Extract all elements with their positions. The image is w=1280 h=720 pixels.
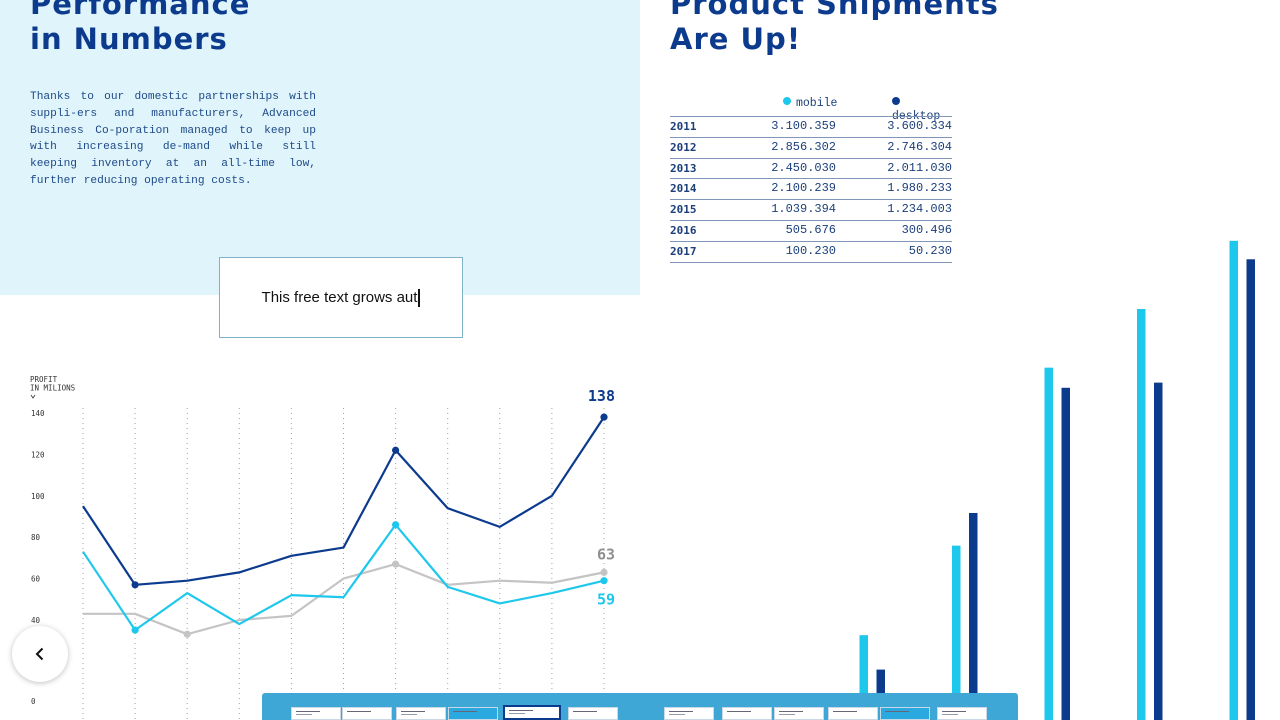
table-mobile-value: 1.039.394 [771,202,836,217]
mobile-dot-icon [783,97,791,105]
y-tick-label: 80 [31,533,41,542]
slide-thumbnail[interactable] [568,707,618,720]
slide-thumbnail[interactable] [880,707,930,720]
slide-thumbnail-strip[interactable] [262,693,1018,720]
slide-thumbnail[interactable] [937,707,987,720]
slide-thumbnail[interactable] [291,707,341,720]
table-mobile-value: 2.450.030 [771,160,836,175]
table-row: 2014 2.100.239 1.980.233 [670,178,952,199]
table-row: 2017 100.230 50.230 [670,240,952,263]
table-mobile-value: 2.856.302 [771,139,836,154]
table-desktop-value: 2.011.030 [887,160,952,175]
data-point [392,521,400,529]
free-text-content[interactable]: This free text grows aut [261,289,418,306]
slide-thumbnail[interactable] [774,707,824,720]
table-body: 2011 3.100.359 3.600.334 2012 2.856.302 … [670,116,952,263]
table-desktop-value: 50.230 [908,243,952,258]
table-year: 2013 [670,161,697,175]
table-year: 2017 [670,244,697,258]
data-point [392,560,400,568]
series-end-label: 59 [597,591,615,609]
bar-mobile [1137,308,1146,720]
table-row: 2012 2.856.302 2.746.304 [670,136,952,158]
left-slide-heading: Performance in Numbers [30,0,251,56]
free-text-box[interactable]: This free text grows aut [219,257,463,338]
y-tick-label: 0 [31,697,36,706]
table-mobile-value: 505.676 [785,222,836,237]
bar-desktop [1061,387,1070,720]
right-slide-heading: Product Shipments Are Up! [670,0,999,56]
text-caret [418,288,421,307]
slide-thumbnail[interactable] [342,707,392,720]
shipments-table: mobile desktop 2011 3.100.359 3.600.334 … [670,97,952,263]
data-point [131,626,139,634]
slide-thumbnail[interactable] [828,707,878,720]
slide-thumbnail[interactable] [664,707,714,720]
table-mobile-value: 100.230 [785,243,836,258]
data-point [600,568,608,576]
data-point [131,581,139,589]
data-point [600,413,608,421]
slide-thumbnail[interactable] [722,707,772,720]
legend-mobile-label: mobile [796,97,838,110]
slide-thumbnail[interactable] [396,707,446,720]
table-year: 2011 [670,120,697,133]
table-year: 2014 [670,182,697,196]
shipments-bar-chart [767,240,1255,720]
bar-desktop [969,512,978,720]
series-end-label: 63 [597,545,615,563]
intro-paragraph: Thanks to our domestic partnerships with… [30,91,316,187]
table-desktop-value: 3.600.334 [887,119,952,133]
profit-line-chart: PROFIT IN MILIONS 0 40 60 80 100 120 140 138 63 59 [0,368,640,720]
bar-mobile [859,635,868,720]
table-year: 2016 [670,223,697,237]
table-mobile-value: 2.100.239 [771,181,836,196]
slide-thumbnail[interactable] [448,707,498,720]
table-mobile-value: 3.100.359 [771,119,836,133]
bar-desktop [1154,382,1163,720]
data-point [183,630,191,638]
table-desktop-value: 1.234.003 [887,202,952,217]
table-desktop-value: 1.980.233 [887,181,952,196]
legend-mobile: mobile [783,97,837,110]
y-tick-label: 140 [31,409,45,418]
down-arrow-icon [30,394,36,399]
data-point [392,446,400,454]
bar-mobile [1044,367,1053,720]
bar-mobile [1229,240,1238,720]
y-axis-label: PROFIT IN MILIONS [30,375,76,393]
series-line [82,416,605,586]
bar-mobile [952,545,961,720]
chevron-left-icon [35,647,44,661]
data-point [600,577,608,585]
table-row: 2011 3.100.359 3.600.334 [670,116,952,137]
table-year: 2012 [670,140,697,154]
back-button[interactable] [12,626,68,682]
table-desktop-value: 2.746.304 [887,139,952,154]
series-line [83,563,605,636]
slide-thumbnail-current[interactable] [503,705,561,720]
y-tick-label: 40 [31,616,41,625]
table-year: 2015 [670,203,697,217]
y-tick-label: 60 [31,575,41,584]
desktop-dot-icon [892,97,900,105]
series-end-label: 138 [588,387,615,405]
left-slide-panel [0,0,640,295]
table-desktop-value: 300.496 [901,222,952,237]
profit-chart-svg: PROFIT IN MILIONS 0 40 60 80 100 120 140 138 63 59 [30,375,615,720]
series-line [82,523,605,632]
y-tick-label: 100 [31,492,45,501]
bar-desktop [1246,259,1255,720]
y-tick-label: 120 [31,450,45,459]
table-row: 2015 1.039.394 1.234.003 [670,199,952,220]
table-row: 2013 2.450.030 2.011.030 [670,157,952,179]
table-row: 2016 505.676 300.496 [670,219,952,241]
